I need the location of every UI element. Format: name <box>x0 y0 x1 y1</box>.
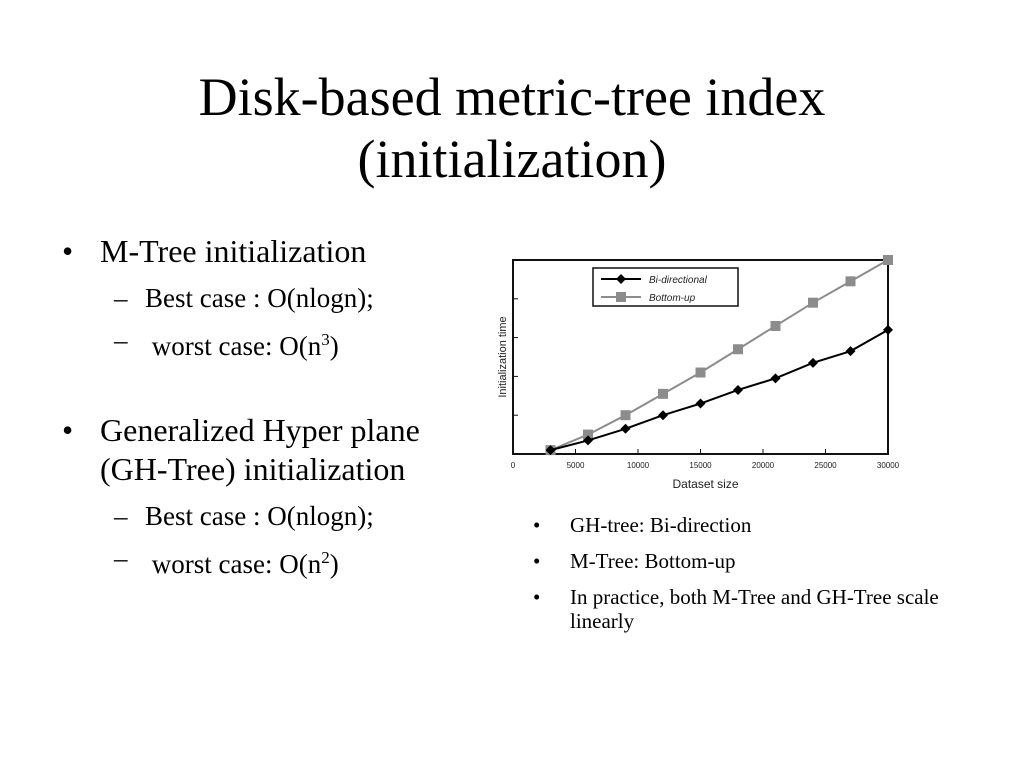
data-point-square <box>770 320 781 331</box>
x-tick-label: 15000 <box>689 461 712 470</box>
data-point-diamond <box>770 373 781 384</box>
gh-worst-close: ) <box>329 549 339 579</box>
dash-glyph: – <box>114 283 128 313</box>
data-point-square <box>883 255 893 265</box>
note-item: • In practice, both M-Tree and GH-Tree s… <box>530 585 940 633</box>
data-point-diamond <box>883 324 893 335</box>
data-point-square <box>695 367 706 378</box>
mtree-worst-case: worst case: O(n3) <box>145 330 339 361</box>
x-tick-label: 10000 <box>627 461 650 470</box>
x-tick-label: 5000 <box>567 461 585 470</box>
legend-label: Bi-directional <box>649 275 708 286</box>
note-item: • GH-tree: Bi-direction <box>530 513 940 537</box>
bullet-mtree: • M-Tree initialization <box>62 232 482 271</box>
data-point-diamond <box>583 435 593 446</box>
data-point-diamond <box>808 357 818 368</box>
series-line <box>550 259 889 452</box>
legend-box <box>592 267 739 307</box>
dash-glyph: – <box>114 501 128 531</box>
bullet-dot: • <box>533 585 541 609</box>
x-tick-label: 25000 <box>814 461 837 470</box>
y-axis-label: Initialization time <box>497 316 509 397</box>
dash-glyph: – <box>114 325 128 355</box>
data-point-square <box>658 388 668 399</box>
mtree-heading: M-Tree initialization <box>100 233 367 269</box>
data-point-diamond <box>695 398 706 409</box>
gh-heading: Generalized Hyper plane (GH-Tree) initia… <box>100 412 420 487</box>
bullet-dot: • <box>533 549 541 573</box>
x-tick-label: 20000 <box>752 461 775 470</box>
initialization-time-chart: 0 5000 10000 15000 20000 25000 30000 Dataset si… <box>497 248 909 493</box>
data-point-square <box>620 410 631 421</box>
data-point-diamond <box>733 384 743 395</box>
mtree-best-case: Best case : O(nlogn); <box>145 283 374 313</box>
mtree-worst-exponent: 3 <box>321 330 330 349</box>
title-line-2: (initialization) <box>357 129 667 189</box>
x-axis-label: Dataset size <box>672 477 738 491</box>
series-bi-directional <box>545 324 893 456</box>
sub-bullet-gh-worst: – worst case: O(n2) <box>62 541 482 581</box>
slide-title: Disk-based metric-tree index (initializa… <box>0 66 1024 190</box>
data-point-square <box>733 344 743 355</box>
dash-glyph: – <box>114 543 128 573</box>
note-text: M-Tree: Bottom-up <box>570 549 736 573</box>
bullet-dot: • <box>533 513 541 537</box>
data-point-square <box>616 292 626 302</box>
bullet-dot: • <box>62 233 74 269</box>
left-bullet-list: • M-Tree initialization – Best case : O(… <box>62 232 482 581</box>
mtree-worst-text: worst case: O(n <box>151 331 322 361</box>
note-item: • M-Tree: Bottom-up <box>530 549 940 573</box>
data-point-diamond <box>845 346 856 357</box>
bullet-dot: • <box>62 412 74 448</box>
bullet-gh-tree: • Generalized Hyper plane (GH-Tree) init… <box>62 411 482 489</box>
data-point-square <box>845 276 856 287</box>
note-text: In practice, both M-Tree and GH-Tree sca… <box>570 585 939 633</box>
data-point-diamond <box>658 410 668 421</box>
sub-bullet-mtree-best: – Best case : O(nlogn); <box>62 281 482 315</box>
sub-bullet-gh-best: – Best case : O(nlogn); <box>62 499 482 533</box>
legend-label: Bottom-up <box>649 293 696 304</box>
title-line-1: Disk-based metric-tree index <box>198 67 826 127</box>
mtree-worst-close: ) <box>329 331 339 361</box>
gh-worst-exponent: 2 <box>321 548 330 567</box>
data-point-diamond <box>545 445 556 456</box>
note-text: GH-tree: Bi-direction <box>570 513 752 537</box>
gh-worst-case: worst case: O(n2) <box>145 548 339 579</box>
chart-legend: Bi-directional Bottom-up <box>592 267 739 307</box>
data-point-square <box>583 429 593 440</box>
data-point-diamond <box>620 423 631 434</box>
x-tick-label: 0 <box>511 461 516 470</box>
right-notes-list: • GH-tree: Bi-direction • M-Tree: Bottom… <box>530 513 940 645</box>
sub-bullet-mtree-worst: – worst case: O(n3) <box>62 323 482 363</box>
gh-worst-text: worst case: O(n <box>151 549 322 579</box>
series-line <box>550 328 889 452</box>
data-point-diamond <box>616 274 626 284</box>
chart-svg: 0 5000 10000 15000 20000 25000 30000 Dataset si… <box>497 255 900 491</box>
data-point-square <box>808 297 818 308</box>
x-tick-label: 30000 <box>877 461 900 470</box>
gh-best-case: Best case : O(nlogn); <box>145 501 374 531</box>
